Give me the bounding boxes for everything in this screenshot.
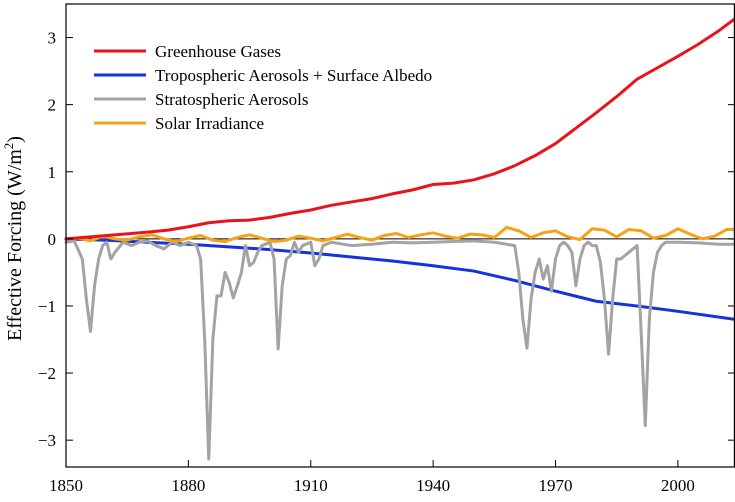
y-axis-title: Effective Forcing (W/m2): [1, 136, 26, 341]
ticks-layer: 1850 1880 1910 1940 1970 2000 −3 −2 −1 0 1 2 3: [38, 29, 735, 495]
x-tick-label: 1970: [539, 476, 573, 495]
series-line-4: [64, 225, 735, 244]
y-tick-label: 3: [48, 29, 57, 48]
series-layer: [64, 17, 735, 461]
x-tick-label: 1940: [416, 476, 450, 495]
y-tick-label: 1: [48, 163, 57, 182]
y-tick-label: 0: [48, 230, 57, 249]
series-line-3: [64, 239, 735, 461]
legend-label-2: Tropospheric Aerosols + Surface Albedo: [155, 66, 432, 85]
series-line-1: [64, 17, 735, 241]
y-tick-label: −2: [38, 364, 56, 383]
y-axis-title-suffix: ): [4, 136, 26, 143]
plot-frame: [65, 3, 735, 468]
series-line-2: [64, 237, 735, 321]
legend-label-1: Greenhouse Gases: [155, 42, 281, 61]
legend: Greenhouse Gases Tropospheric Aerosols + …: [94, 42, 432, 133]
y-axis-title-prefix: Effective Forcing (W/m: [4, 149, 26, 341]
x-tick-label: 1850: [49, 476, 83, 495]
x-tick-label: 2000: [661, 476, 695, 495]
y-axis-title-superscript: 2: [1, 143, 16, 150]
x-tick-label: 1880: [171, 476, 205, 495]
y-tick-label: −3: [38, 431, 56, 450]
legend-label-4: Solar Irradiance: [155, 114, 264, 133]
y-tick-label: 2: [48, 96, 57, 115]
legend-label-3: Stratospheric Aerosols: [155, 90, 308, 109]
x-tick-label: 1910: [294, 476, 328, 495]
y-tick-label: −1: [38, 297, 56, 316]
